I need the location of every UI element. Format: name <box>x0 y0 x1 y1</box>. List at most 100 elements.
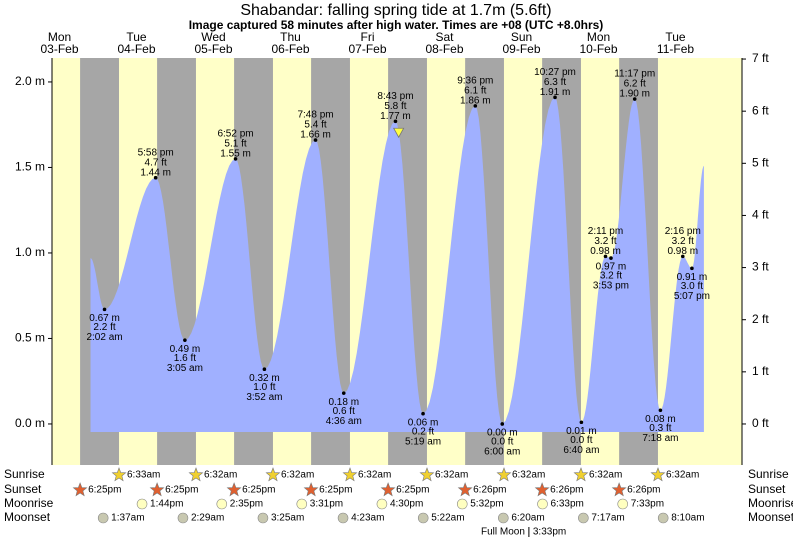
y2-tick-label: 7 ft <box>752 51 769 65</box>
tide-extreme <box>500 422 505 426</box>
tide-extreme <box>632 97 637 101</box>
tide-meters: 1.77 m <box>380 111 411 122</box>
tide-feet: 3.2 ft <box>594 236 616 247</box>
sunrise-icon <box>188 467 204 482</box>
moonrise-icon <box>136 498 148 510</box>
tide-time: 3:52 am <box>246 392 282 403</box>
tide-feet: 5.1 ft <box>224 139 246 150</box>
tide-time: 2:02 am <box>86 332 122 343</box>
tide-extreme <box>690 266 694 271</box>
tide-meters: 1.90 m <box>619 89 650 100</box>
moonset-icon <box>177 512 189 524</box>
moonset-icon <box>337 512 349 524</box>
tide-extreme <box>579 420 584 425</box>
sunset-time: 6:25pm <box>396 485 429 496</box>
tide-feet: 6.1 ft <box>464 86 486 97</box>
tide-meters: 0.06 m <box>408 417 439 428</box>
sunset-icon <box>534 482 550 497</box>
chart-title: Shabandar: falling spring tide at 1.7m (… <box>240 2 551 19</box>
sunrise-time: 6:32am <box>512 470 545 481</box>
sunrise-icon <box>342 467 358 482</box>
sunrise-time: 6:32am <box>435 470 468 481</box>
sunrise-icon <box>573 467 589 482</box>
tide-feet: 1.0 ft <box>253 382 275 393</box>
sunrise-time: 6:32am <box>281 470 314 481</box>
tide-time: 2:11 pm <box>588 226 623 237</box>
tide-time: 5:58 pm <box>138 147 174 158</box>
sunset-time: 6:25pm <box>319 485 352 496</box>
tide-meters: 0.91 m <box>677 272 708 283</box>
tide-meters: 0.18 m <box>328 397 359 408</box>
y-tick-label: 1.5 m <box>15 160 45 174</box>
sunset-time: 6:25pm <box>165 485 198 496</box>
moonset-icon <box>578 512 589 524</box>
moonset-time: 6:20am <box>511 513 544 524</box>
y2-tick-label: 2 ft <box>752 312 769 326</box>
tide-feet: 3.2 ft <box>600 271 622 282</box>
tide-meters: 0.98 m <box>590 246 621 257</box>
moonset-icon <box>657 512 669 524</box>
sunset-time: 6:25pm <box>242 485 275 496</box>
sunset-icon <box>611 482 627 497</box>
tide-time: 7:48 pm <box>297 110 333 121</box>
moonrise-time: 3:31pm <box>310 499 343 510</box>
tide-time: 6:52 pm <box>217 129 253 140</box>
tide-meters: 0.98 m <box>667 246 698 257</box>
sunset-time: 6:26pm <box>627 485 660 496</box>
tide-time: 11:17 pm <box>614 69 655 80</box>
y2-tick-label: 5 ft <box>752 155 769 169</box>
tide-extreme <box>603 254 608 259</box>
tide-meters: 0.49 m <box>170 344 201 355</box>
tide-extreme <box>658 408 663 413</box>
sunrise-icon <box>650 467 666 482</box>
y2-tick-label: 0 ft <box>752 416 769 430</box>
tide-extreme <box>473 104 478 108</box>
tide-extreme <box>262 367 267 372</box>
y2-tick-label: 6 ft <box>752 103 769 117</box>
tide-feet: 0.3 ft <box>649 423 671 434</box>
tide-feet: 3.0 ft <box>681 281 703 292</box>
tide-time: 7:18 am <box>642 433 678 444</box>
tide-meters: 0.97 m <box>596 262 627 273</box>
tide-time: 6:00 am <box>484 447 520 458</box>
moonrise-icon <box>617 498 629 510</box>
tide-time: 3:53 pm <box>593 281 629 292</box>
y-tick-label: 0.5 m <box>15 331 45 345</box>
tide-meters: 1.44 m <box>140 167 171 178</box>
row-label: Sunset <box>4 482 42 496</box>
tide-time: 5:07 pm <box>674 291 710 302</box>
sunrise-time: 6:32am <box>666 470 699 481</box>
tide-extreme <box>393 119 398 124</box>
sunset-icon <box>380 482 396 497</box>
sunrise-time: 6:32am <box>204 470 237 481</box>
sunset-icon <box>303 482 319 497</box>
tide-feet: 3.2 ft <box>672 236 694 247</box>
y-tick-label: 1.0 m <box>15 245 45 259</box>
moonrise-time: 5:32pm <box>470 499 503 510</box>
sunrise-time: 6:32am <box>589 470 622 481</box>
date-label: 04-Feb <box>117 42 155 56</box>
moonset-time: 3:25am <box>271 513 304 524</box>
tide-extreme <box>421 411 425 416</box>
row-label: Sunrise <box>4 467 45 481</box>
y-tick-label: 2.0 m <box>15 74 45 88</box>
tide-feet: 6.3 ft <box>544 77 566 88</box>
tide-time: 4:36 am <box>326 416 362 427</box>
moonrise-icon <box>216 498 228 510</box>
tide-meters: 1.86 m <box>460 96 491 107</box>
moonrise-icon <box>376 498 388 510</box>
moonset-time: 4:23am <box>351 513 384 524</box>
sunset-icon <box>457 482 473 497</box>
tide-extreme <box>553 95 557 100</box>
date-label: 05-Feb <box>194 42 232 56</box>
tide-meters: 0.08 m <box>645 414 676 425</box>
moonset-time: 1:37am <box>111 513 144 524</box>
sunset-icon <box>226 482 242 497</box>
y2-tick-label: 3 ft <box>752 260 769 274</box>
moonrise-icon <box>456 498 468 510</box>
sunset-icon <box>149 482 165 497</box>
tide-feet: 6.2 ft <box>624 79 646 90</box>
tide-extreme <box>102 307 107 312</box>
